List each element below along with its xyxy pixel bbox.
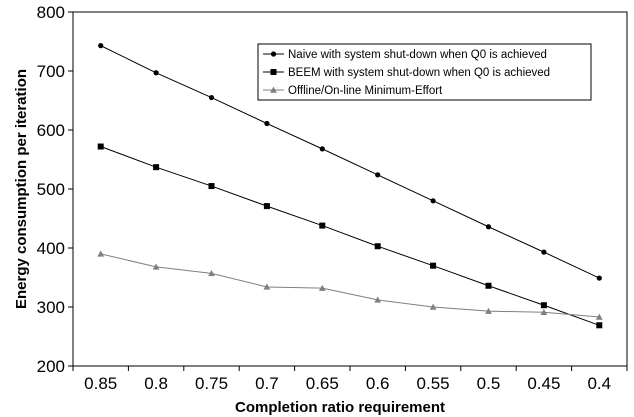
data-point — [429, 303, 437, 310]
x-tick-label: 0.4 — [587, 374, 611, 393]
data-point — [208, 183, 215, 190]
x-tick-label: 0.75 — [195, 374, 228, 393]
data-point — [208, 269, 215, 277]
data-point — [375, 172, 381, 178]
data-point — [319, 222, 326, 229]
x-axis-title: Completion ratio requirement — [235, 399, 445, 416]
data-point — [540, 308, 548, 316]
data-point — [97, 250, 105, 257]
legend-label: BEEM with system shut-down when Q0 is ac… — [288, 67, 550, 79]
y-tick-label: 700 — [37, 62, 65, 81]
data-point — [98, 43, 104, 49]
legend-swatch-marker — [270, 86, 277, 93]
x-tick-label: 0.55 — [417, 374, 450, 393]
legend-item: Naive with system shut-down when Q0 is a… — [263, 49, 547, 61]
data-point — [319, 146, 325, 152]
data-point — [541, 249, 547, 255]
legend-swatch-marker — [270, 69, 277, 75]
legend-item: Offline/On-line Minimum-Effort — [263, 85, 443, 97]
x-tick-label: 0.7 — [255, 374, 279, 393]
data-point — [153, 70, 159, 76]
series-3 — [97, 250, 603, 320]
data-point — [264, 120, 270, 127]
x-tick-label: 0.85 — [84, 374, 117, 393]
y-axis: 200 300 400 500 600 700 800 — [37, 3, 73, 376]
data-point — [595, 313, 603, 320]
data-point — [430, 198, 436, 204]
y-tick-label: 400 — [37, 239, 65, 258]
data-point — [596, 322, 603, 329]
data-point — [208, 94, 215, 101]
y-tick-label: 500 — [37, 180, 65, 199]
series-layer — [97, 43, 603, 329]
x-tick-label: 0.5 — [477, 374, 501, 393]
data-point — [152, 263, 160, 270]
series-2 — [97, 143, 603, 329]
data-point — [485, 224, 492, 230]
x-tick-label: 0.65 — [306, 374, 339, 393]
data-point — [263, 283, 271, 290]
y-axis-title: Energy consumption per iteration — [13, 69, 30, 309]
data-point — [374, 296, 382, 303]
legend-swatch-marker — [270, 51, 277, 57]
data-point — [485, 282, 492, 289]
data-point — [540, 302, 547, 309]
legend-label: Naive with system shut-down when Q0 is a… — [288, 49, 547, 61]
legend-box — [257, 43, 592, 101]
series-line — [100, 146, 600, 326]
legend-label: Offline/On-line Minimum-Effort — [288, 85, 443, 97]
data-point — [485, 307, 492, 314]
data-point — [153, 164, 160, 171]
y-tick-label: 200 — [37, 357, 65, 376]
data-point — [596, 275, 602, 281]
legend-item: BEEM with system shut-down when Q0 is ac… — [263, 67, 550, 79]
data-point — [374, 243, 381, 250]
series-line — [100, 253, 600, 318]
x-tick-label: 0.8 — [144, 374, 168, 393]
y-tick-label: 800 — [37, 3, 65, 22]
data-point — [263, 203, 270, 210]
x-tick-label: 0.6 — [366, 374, 390, 393]
x-axis: 0.85 0.8 0.75 0.7 0.65 0.6 0.55 0.5 0.45 0.4 — [72, 366, 628, 393]
y-tick-label: 300 — [37, 298, 65, 317]
x-tick-label: 0.45 — [527, 374, 560, 393]
legend: Naive with system shut-down when Q0 is a… — [257, 43, 592, 101]
series-1 — [98, 43, 602, 281]
y-tick-label: 600 — [37, 121, 65, 140]
data-point — [318, 284, 326, 291]
series-line — [100, 45, 600, 279]
data-point — [430, 262, 437, 269]
data-point — [97, 143, 104, 150]
